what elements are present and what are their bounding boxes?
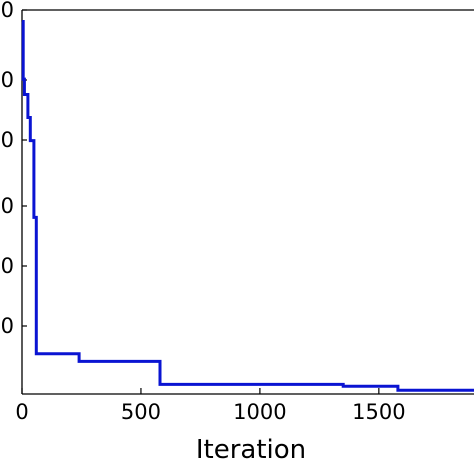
y-tick-label: 0 [1, 314, 14, 338]
y-tick-label: 0 [1, 194, 14, 218]
y-tick-label: 0 [1, 254, 14, 278]
plot-area [21, 9, 474, 395]
x-tick-label: 1500 [352, 400, 405, 424]
x-tick-label: 1000 [233, 400, 286, 424]
x-axis: 0 500 1000 1500 [15, 388, 406, 424]
y-tick-label: 0 [1, 0, 14, 22]
series-line [21, 20, 474, 392]
x-axis-label: Iteration [196, 435, 306, 465]
series-group [21, 20, 474, 392]
y-tick-label: 0 [1, 128, 14, 152]
x-tick-label: 0 [15, 400, 28, 424]
y-tick-label: 0 [1, 68, 14, 92]
x-tick-label: 500 [121, 400, 161, 424]
y-axis: 0 0 0 0 0 0 [1, 0, 27, 338]
